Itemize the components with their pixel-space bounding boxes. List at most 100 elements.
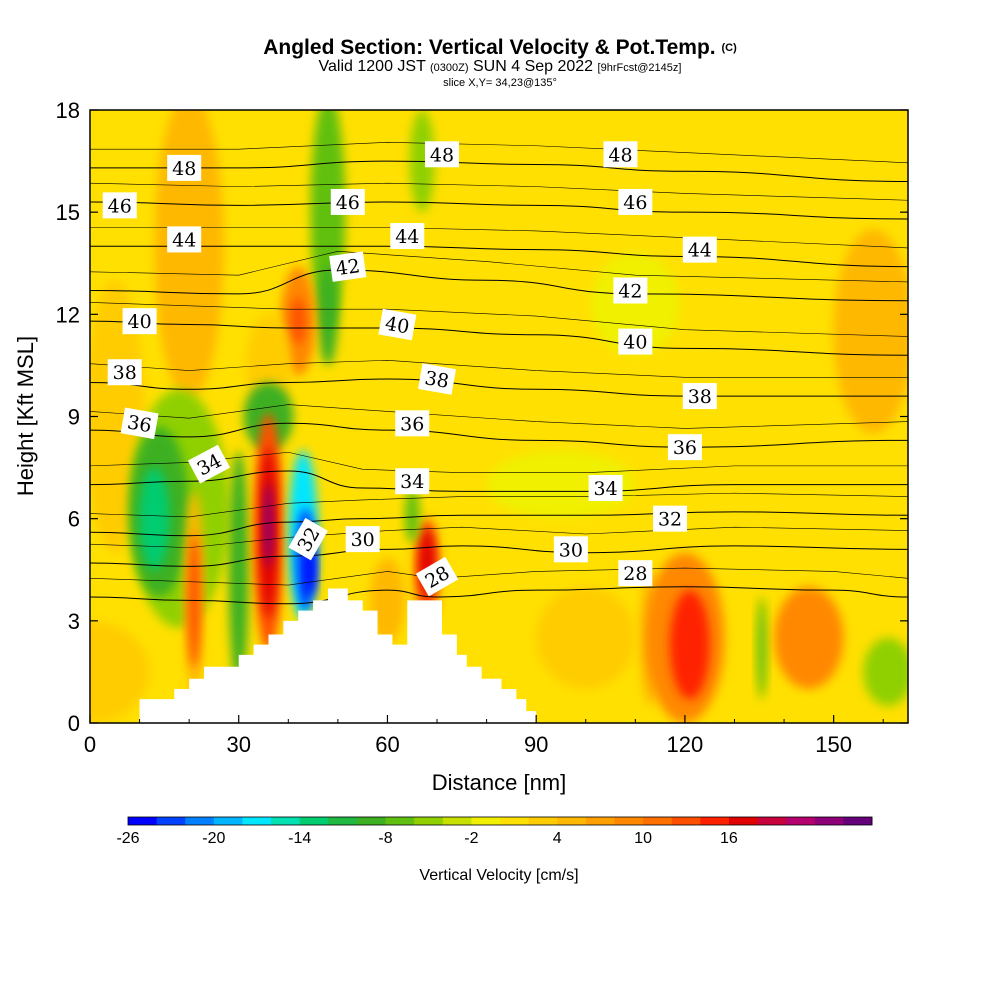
x-axis-ticks: 0 30 60 90 120 150 (84, 715, 884, 757)
contour-label: 44 (682, 236, 717, 263)
colorbar-swatch (299, 817, 329, 825)
isentrope-minor (90, 227, 908, 249)
isentrope-minor (90, 404, 908, 429)
y-axis-label: Height [Kft MSL] (13, 336, 38, 496)
isentrope-minor (90, 251, 908, 283)
colorbar-swatch (757, 817, 787, 825)
contour-label-box (667, 434, 702, 461)
contour-label: 48 (167, 154, 202, 181)
colorbar-swatch (414, 817, 444, 825)
velocity-cell (90, 620, 150, 723)
isentrope-42 (90, 269, 908, 302)
contour-label: 30 (345, 526, 380, 553)
contour-label-box (603, 141, 638, 168)
contour-label-box (653, 505, 688, 532)
contour-label-box (378, 308, 417, 341)
title-main: Angled Section: Vertical Velocity & Pot.… (263, 36, 716, 59)
y-tick-label: 3 (68, 609, 80, 634)
colorbar-swatch (700, 817, 730, 825)
contour-label-box (329, 251, 367, 282)
chart-subtitle: Valid 1200 JST (0300Z) SUN 4 Sep 2022 [9… (0, 58, 1000, 77)
colorbar-swatch (786, 817, 816, 825)
contour-label-box (553, 536, 588, 563)
contour-label-box (395, 410, 430, 437)
velocity-cell (290, 297, 306, 345)
isentropes (90, 142, 908, 605)
contour-label-box (288, 517, 328, 561)
contour-label: 34 (395, 468, 430, 495)
velocity-cell (264, 482, 273, 569)
contour-label: 34 (588, 475, 623, 502)
colorbar-swatch (814, 817, 844, 825)
contour-label-box (120, 407, 159, 440)
contour-label-text: 40 (623, 332, 647, 354)
velocity-background (90, 110, 908, 723)
x-tick-label: 150 (815, 732, 852, 757)
colorbar-tick-label: -14 (288, 830, 311, 847)
y-tick-label: 9 (68, 405, 80, 430)
y-tick-label: 18 (56, 98, 80, 123)
contour-label-box (682, 383, 717, 410)
colorbar (127, 816, 873, 826)
contour-label-text: 38 (113, 362, 137, 384)
contour-label: 40 (122, 308, 157, 335)
velocity-field (90, 110, 908, 723)
contour-label-text: 48 (430, 144, 454, 166)
colorbar-tick-label: 16 (720, 830, 738, 847)
isentrope-minor (90, 492, 908, 518)
isentrope-minor (90, 142, 908, 164)
contour-label-text: 34 (400, 471, 424, 493)
valid-prefix: Valid 1200 JST (318, 58, 426, 75)
contour-label: 42 (613, 277, 648, 304)
colorbar-swatch (213, 817, 243, 825)
isentrope-34 (90, 470, 908, 492)
x-tick-label: 90 (524, 732, 548, 757)
contour-label-text: 44 (172, 229, 196, 251)
x-tick-label: 30 (226, 732, 250, 757)
contour-label-text: 30 (351, 529, 375, 551)
contour-label: 32 (653, 505, 688, 532)
colorbar-swatch (671, 817, 701, 825)
colorbar-swatch (356, 817, 387, 825)
y-tick-label: 0 (68, 711, 80, 736)
contour-label-text: 46 (623, 192, 647, 214)
contour-label-box (415, 556, 459, 597)
isentrope-28 (90, 586, 908, 605)
colorbar-tick-label: -20 (202, 830, 225, 847)
contour-label: 46 (330, 188, 365, 215)
velocity-cell (228, 450, 249, 689)
contour-label: 48 (603, 141, 638, 168)
contour-label-text: 42 (618, 280, 642, 302)
contour-label-text: 36 (126, 411, 154, 437)
y-tick-label: 15 (56, 200, 80, 225)
contour-label: 38 (682, 383, 717, 410)
contour-label-box (613, 277, 648, 304)
contour-label-box (618, 328, 653, 355)
velocity-cell (139, 467, 170, 570)
contour-label-box (167, 154, 202, 181)
contour-label-text: 30 (559, 539, 583, 561)
colorbar-ticks: -26 -20 -14 -8 -2 4 10 16 (116, 830, 737, 847)
contour-label: 38 (107, 359, 142, 386)
contour-label: 48 (424, 141, 459, 168)
x-tick-label: 120 (667, 732, 704, 757)
contour-label-text: 34 (593, 478, 617, 500)
isentrope-minor (90, 302, 908, 337)
contour-label: 46 (102, 192, 137, 219)
colorbar-swatch (328, 817, 358, 825)
slice-info: slice X,Y= 34,23@135° (443, 77, 557, 89)
contour-label: 36 (395, 410, 430, 437)
colorbar-tick-label: 4 (553, 830, 562, 847)
contour-label-box (187, 444, 231, 484)
isentrope-minor (90, 526, 908, 548)
contour-label-box (424, 141, 459, 168)
colorbar-swatch (843, 817, 873, 825)
contour-label-box (345, 526, 380, 553)
terrain-mask (90, 588, 908, 723)
contour-label-text: 38 (688, 386, 712, 408)
forecast-info: [9hrFcst@2145z] (597, 62, 682, 74)
isentrope-46 (90, 201, 908, 220)
contour-label: 30 (553, 536, 588, 563)
